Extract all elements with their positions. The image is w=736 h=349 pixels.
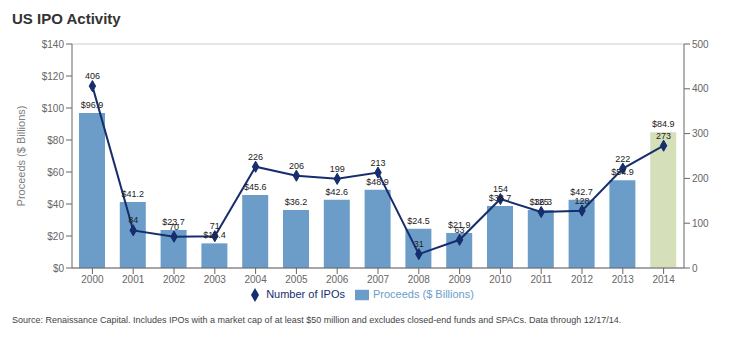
svg-text:84: 84 [128,215,138,225]
svg-text:2013: 2013 [612,274,635,285]
svg-text:2014: 2014 [652,274,675,285]
svg-text:$0: $0 [53,263,65,274]
svg-text:100: 100 [692,218,709,229]
svg-text:273: 273 [656,131,671,141]
svg-text:Proceeds ($ Billions): Proceeds ($ Billions) [15,106,27,207]
svg-text:$20: $20 [47,231,64,242]
svg-text:2010: 2010 [489,274,512,285]
svg-text:$84.9: $84.9 [652,119,675,129]
svg-text:$40: $40 [47,199,64,210]
svg-text:$36.2: $36.2 [285,197,308,207]
svg-text:31: 31 [414,239,424,249]
svg-text:500: 500 [692,39,709,50]
svg-text:$24.5: $24.5 [407,216,430,226]
svg-text:$15.4: $15.4 [203,230,226,240]
html-text:US IPO Activity: US IPO Activity [12,10,121,27]
svg-text:406: 406 [85,71,100,81]
svg-text:0: 0 [692,263,698,274]
svg-text:2006: 2006 [326,274,349,285]
svg-text:2001: 2001 [122,274,145,285]
svg-text:125: 125 [534,197,549,207]
svg-text:$120: $120 [42,71,65,82]
svg-text:$21.9: $21.9 [447,220,471,230]
svg-text:226: 226 [248,152,263,162]
svg-text:$80: $80 [47,135,64,146]
svg-text:2011: 2011 [530,274,552,285]
svg-text:2002: 2002 [163,274,186,285]
svg-text:2007: 2007 [367,274,390,285]
svg-text:2012: 2012 [571,274,594,285]
svg-text:128: 128 [574,196,589,206]
svg-text:$100: $100 [42,103,65,114]
svg-text:$38.7: $38.7 [489,193,512,203]
svg-text:2009: 2009 [448,274,471,285]
svg-text:$23.7: $23.7 [162,217,185,228]
svg-text:213: 213 [370,158,385,168]
svg-text:222: 222 [615,154,630,164]
svg-text:$96.9: $96.9 [81,100,104,110]
svg-text:$48.9: $48.9 [366,177,389,187]
html-text:Number of IPOs: Number of IPOs [266,288,345,300]
svg-text:400: 400 [692,83,709,94]
svg-text:63: 63 [455,225,465,235]
svg-text:300: 300 [692,128,709,139]
html-text:Source: Renaissance Capital. I: Source: Renaissance Capital. Includes IP… [12,315,622,325]
svg-text:2004: 2004 [244,274,267,285]
svg-text:$42.6: $42.6 [326,187,349,197]
svg-text:$45.6: $45.6 [244,182,267,192]
svg-text:$60: $60 [47,167,64,178]
svg-text:$36.3: $36.3 [530,197,553,207]
svg-text:70: 70 [169,222,179,232]
svg-text:206: 206 [289,161,304,171]
svg-text:2008: 2008 [408,274,431,285]
svg-text:2000: 2000 [81,274,104,285]
svg-text:2003: 2003 [204,274,227,285]
html-text:Proceeds ($ Billions): Proceeds ($ Billions) [373,288,474,300]
svg-text:$54.9: $54.9 [611,167,634,177]
svg-text:200: 200 [692,173,709,184]
svg-text:71: 71 [210,221,220,231]
svg-text:199: 199 [330,164,345,174]
svg-text:$41.2: $41.2 [122,189,145,199]
svg-text:2005: 2005 [285,274,308,285]
svg-text:154: 154 [493,184,508,194]
svg-text:$140: $140 [42,39,65,50]
svg-text:$42.7: $42.7 [570,186,593,197]
